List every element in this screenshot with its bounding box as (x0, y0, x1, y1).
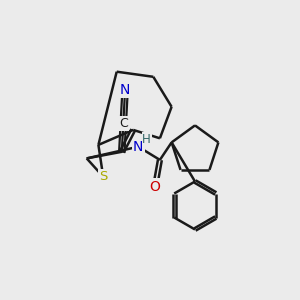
Text: C: C (119, 117, 128, 130)
Text: H: H (142, 133, 151, 146)
Text: N: N (133, 140, 143, 154)
Text: O: O (150, 180, 160, 194)
Text: S: S (99, 170, 107, 183)
Text: N: N (120, 83, 130, 97)
